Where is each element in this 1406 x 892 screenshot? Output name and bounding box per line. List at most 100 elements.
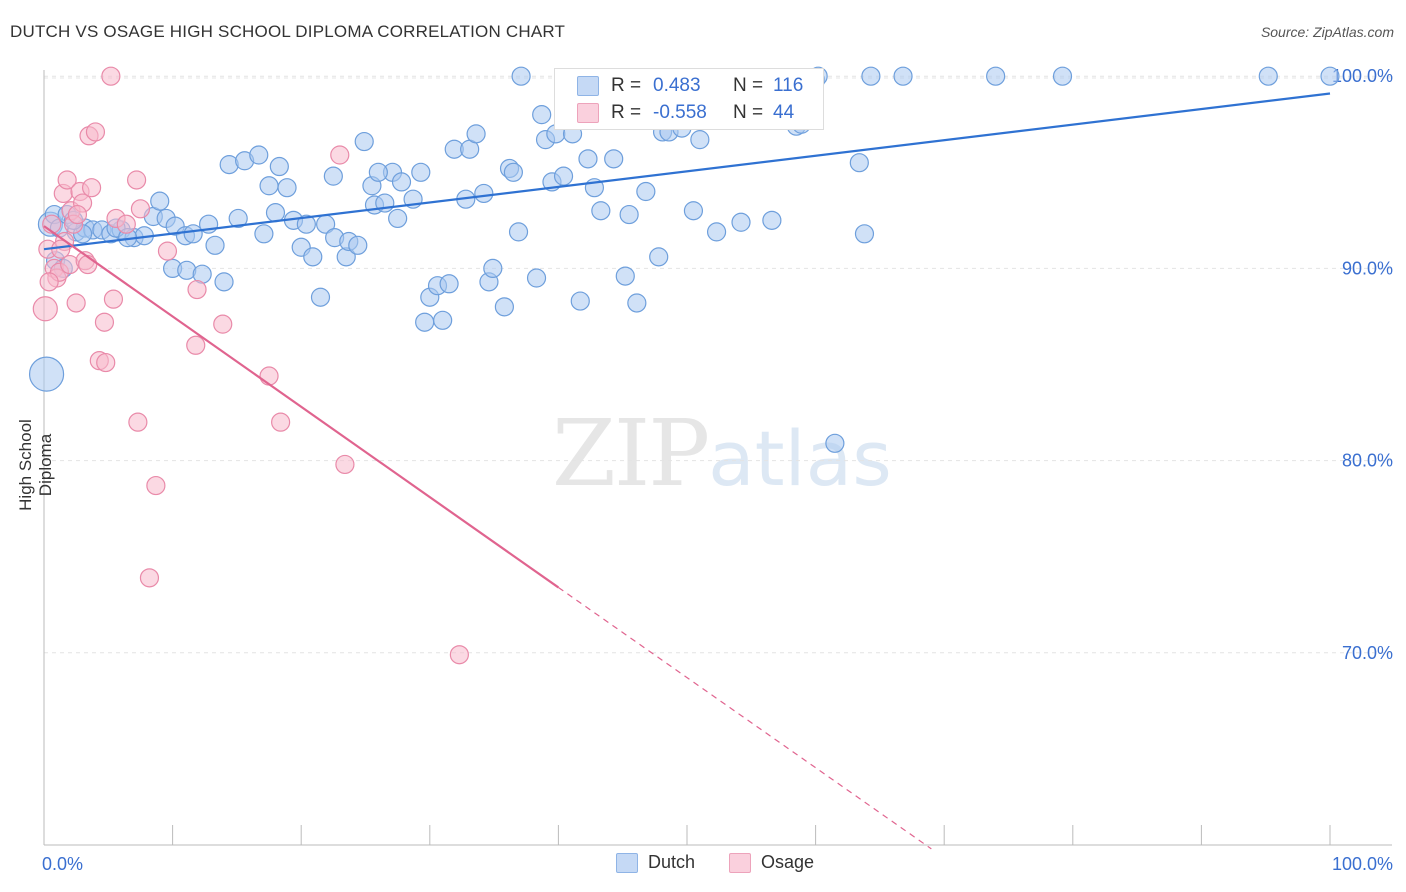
dutch-point-29	[249, 145, 269, 165]
dutch-point-25	[214, 272, 234, 292]
dutch-point-80	[578, 149, 598, 169]
dutch-point-110	[1258, 66, 1278, 86]
dutch-point-88	[649, 247, 669, 267]
osage-point-34	[187, 279, 207, 300]
dutch-point-79	[570, 291, 590, 311]
dutch-point-104	[849, 153, 869, 173]
legend-swatch-dutch-bottom	[616, 852, 638, 873]
legend-n-label-dutch: N =	[733, 75, 764, 96]
dutch-point-27	[228, 208, 248, 229]
dutch-point-33	[269, 156, 289, 177]
osage-point-8	[57, 170, 77, 190]
legend-label-dutch: Dutch	[648, 852, 696, 872]
legend-label-osage: Osage	[761, 852, 815, 872]
dutch-point-46	[354, 131, 374, 152]
osage-point-39	[335, 454, 355, 475]
dutch-point-82	[591, 201, 611, 221]
osage-point-18	[81, 178, 102, 198]
dutch-point-34	[277, 178, 297, 198]
dutch-point-109	[1052, 66, 1073, 86]
series-legend: Dutch Osage	[616, 852, 848, 873]
dutch-point-31	[259, 176, 279, 196]
y-tick-label-100: 100.0%	[1332, 66, 1393, 86]
source-label: Source: ZipAtlas.com	[1260, 24, 1394, 40]
dutch-point-69	[503, 162, 523, 182]
dutch-point-111	[1320, 66, 1340, 86]
legend-row-osage: R = -0.558 N = 44	[577, 100, 794, 126]
dutch-point-37	[296, 214, 316, 234]
osage-point-22	[96, 352, 116, 373]
y-tick-label-70: 70.0%	[1342, 643, 1393, 663]
x-tick-label-0: 0.0%	[42, 854, 83, 874]
dutch-point-71	[511, 66, 531, 86]
legend-item-osage[interactable]: Osage	[729, 852, 814, 873]
osage-point-23	[101, 66, 121, 86]
dutch-point-105	[854, 224, 875, 244]
osage-point-31	[146, 475, 166, 496]
osage-point-35	[213, 314, 233, 334]
dutch-point-70	[508, 222, 529, 242]
legend-r-label-osage: R =	[611, 102, 642, 123]
osage-point-27	[126, 170, 147, 190]
legend-swatch-osage	[577, 103, 599, 123]
legend-item-dutch[interactable]: Dutch	[616, 852, 695, 873]
dutch-point-93	[690, 130, 710, 150]
osage-point-24	[103, 289, 124, 309]
osage-trend-line	[43, 225, 560, 589]
osage-point-28	[128, 412, 148, 432]
dutch-point-59	[439, 274, 459, 294]
dutch-point-51	[388, 208, 408, 229]
legend-swatch-dutch	[577, 76, 599, 96]
dutch-point-15	[150, 191, 170, 211]
osage-point-21	[94, 312, 115, 332]
dutch-point-21	[205, 235, 225, 255]
dutch-point-52	[391, 172, 412, 192]
stats-legend: R = 0.483 N = 116 R = -0.558 N = 44	[554, 68, 824, 130]
dutch-point-117	[368, 162, 388, 182]
dutch-point-55	[415, 312, 435, 332]
osage-point-19	[85, 122, 106, 142]
osage-point-32	[157, 241, 178, 261]
legend-n-value-osage: 44	[773, 102, 795, 123]
dutch-point-83	[604, 149, 624, 169]
dutch-point-73	[532, 105, 552, 125]
osage-point-0	[32, 296, 58, 322]
dutch-point-86	[627, 293, 647, 313]
legend-r-value-dutch: 0.483	[653, 75, 701, 96]
osage-point-16	[78, 254, 98, 275]
osage-point-38	[330, 145, 350, 165]
dutch-point-32	[265, 203, 286, 223]
dutch-point-66	[483, 258, 503, 278]
dutch-point-30	[254, 224, 274, 244]
y-axis-label: High School Diploma	[16, 419, 55, 511]
dutch-point-95	[706, 222, 727, 242]
dutch-point-19	[183, 224, 203, 244]
dutch-point-87	[636, 181, 656, 202]
legend-row-dutch: R = 0.483 N = 116	[577, 73, 803, 99]
dutch-point-97	[731, 212, 751, 232]
osage-point-26	[116, 214, 136, 234]
dutch-point-58	[433, 310, 453, 330]
dutch-point-98	[762, 210, 782, 230]
legend-swatch-osage-bottom	[729, 852, 752, 873]
dutch-point-77	[553, 166, 574, 186]
y-tick-label-80: 80.0%	[1342, 451, 1393, 471]
watermark-zip: ZIP	[552, 400, 710, 507]
dutch-trend-line	[43, 92, 1331, 251]
dutch-point-45	[348, 235, 368, 255]
dutch-point-107	[893, 66, 913, 86]
legend-n-label-osage: N =	[733, 102, 764, 123]
dutch-point-85	[619, 204, 639, 225]
watermark: ZIPatlas	[552, 400, 892, 507]
osage-point-29	[130, 199, 151, 219]
dutch-point-54	[411, 162, 431, 182]
osage-point-33	[186, 335, 206, 355]
osage-point-41	[39, 272, 59, 292]
dutch-point-72	[526, 268, 547, 288]
dutch-point-64	[474, 183, 494, 204]
osage-point-43	[67, 204, 88, 225]
osage-trend-line-extension	[558, 586, 932, 850]
dutch-point-39	[310, 287, 331, 307]
watermark-atlas: atlas	[708, 414, 892, 503]
